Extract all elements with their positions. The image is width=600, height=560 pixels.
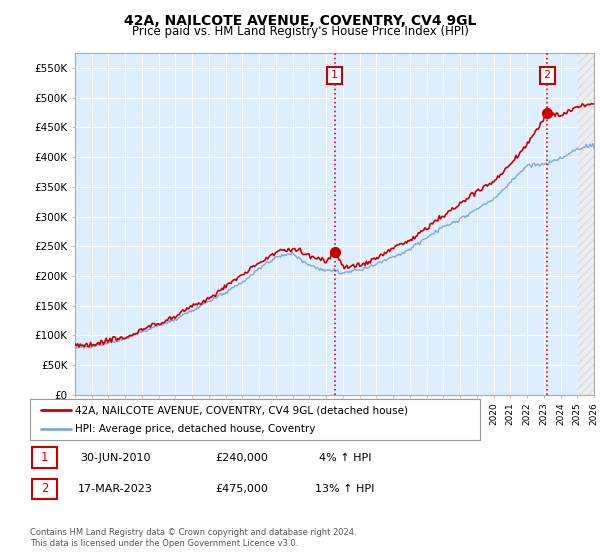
Bar xyxy=(577,53,594,395)
Text: Contains HM Land Registry data © Crown copyright and database right 2024.
This d: Contains HM Land Registry data © Crown c… xyxy=(30,528,356,548)
Bar xyxy=(577,53,594,395)
Text: 2: 2 xyxy=(41,482,48,496)
Text: 13% ↑ HPI: 13% ↑ HPI xyxy=(316,484,374,494)
Text: Price paid vs. HM Land Registry's House Price Index (HPI): Price paid vs. HM Land Registry's House … xyxy=(131,25,469,38)
Text: 1: 1 xyxy=(41,451,48,464)
Text: 17-MAR-2023: 17-MAR-2023 xyxy=(78,484,153,494)
Text: 1: 1 xyxy=(331,71,338,81)
Text: 30-JUN-2010: 30-JUN-2010 xyxy=(80,452,151,463)
Text: 4% ↑ HPI: 4% ↑ HPI xyxy=(319,452,371,463)
Text: HPI: Average price, detached house, Coventry: HPI: Average price, detached house, Cove… xyxy=(75,424,316,433)
Text: 42A, NAILCOTE AVENUE, COVENTRY, CV4 9GL: 42A, NAILCOTE AVENUE, COVENTRY, CV4 9GL xyxy=(124,14,476,28)
FancyBboxPatch shape xyxy=(32,479,57,499)
FancyBboxPatch shape xyxy=(32,447,57,468)
Text: 2: 2 xyxy=(544,71,551,81)
Text: 42A, NAILCOTE AVENUE, COVENTRY, CV4 9GL (detached house): 42A, NAILCOTE AVENUE, COVENTRY, CV4 9GL … xyxy=(75,405,408,415)
Text: £240,000: £240,000 xyxy=(215,452,268,463)
Text: £475,000: £475,000 xyxy=(215,484,268,494)
